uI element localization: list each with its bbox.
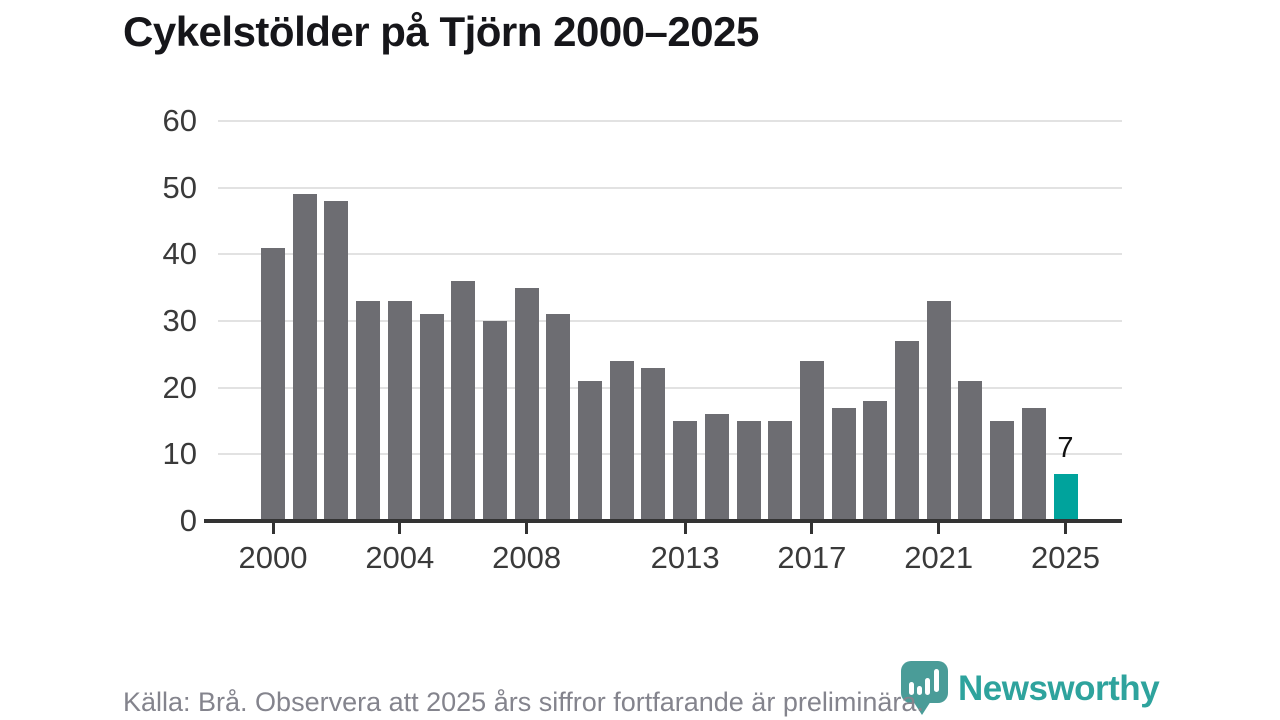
bar-2010 — [578, 381, 602, 521]
bar-2023 — [990, 421, 1015, 521]
y-gridline — [218, 386, 1122, 389]
x-axis-tick — [937, 523, 941, 534]
bar-2011 — [609, 361, 634, 521]
y-axis-tick-label: 50 — [162, 169, 197, 205]
bar-2014 — [704, 414, 729, 521]
x-axis-line — [204, 519, 1122, 523]
bar-2008 — [514, 287, 539, 521]
bar-2017 — [799, 361, 824, 521]
source-note: Källa: Brå. Observera att 2025 års siffr… — [123, 687, 924, 717]
y-axis-tick-label: 40 — [162, 236, 197, 272]
logo-chart-bar — [934, 669, 939, 692]
highlight-value-label: 7 — [1057, 432, 1074, 465]
x-axis-tick-label: 2008 — [492, 540, 562, 575]
bar-2012 — [641, 367, 666, 521]
bar-2003 — [356, 301, 381, 521]
bar-2013 — [673, 421, 698, 521]
y-axis-tick-label: 20 — [162, 369, 197, 405]
logo-chart-bar — [925, 678, 930, 695]
x-axis-tick-label: 2004 — [365, 540, 435, 575]
y-axis-tick-label: 0 — [179, 503, 197, 538]
bar-2024 — [1021, 407, 1046, 521]
bar-2004 — [387, 301, 412, 521]
logo-bubble-tail — [913, 701, 931, 715]
bar-2009 — [546, 314, 571, 521]
x-axis-tick — [810, 523, 814, 534]
y-gridline — [218, 120, 1122, 122]
chart-title: Cykelstölder på Tjörn 2000–2025 — [123, 8, 759, 55]
y-gridline — [218, 320, 1122, 322]
bar-2022 — [958, 381, 983, 521]
logo-chart-bar — [917, 686, 922, 695]
bar-2001 — [292, 194, 317, 521]
x-axis-tick-label: 2025 — [1031, 540, 1100, 575]
bar-2006 — [451, 281, 476, 521]
y-axis-tick-label: 10 — [162, 436, 197, 472]
bar-2002 — [324, 201, 349, 521]
x-axis-tick-label: 2021 — [904, 540, 974, 575]
x-axis-tick-label: 2017 — [777, 540, 847, 575]
bar-2015 — [736, 421, 761, 521]
y-gridline — [218, 253, 1122, 256]
x-axis-tick-label: 2013 — [650, 540, 720, 575]
y-gridline — [218, 453, 1122, 456]
bar-2005 — [419, 314, 444, 521]
bar-2007 — [482, 321, 507, 521]
bar-2018 — [831, 407, 856, 521]
x-axis-tick — [683, 523, 687, 534]
y-gridline — [218, 186, 1122, 189]
logo-wordmark: Newsworthy — [958, 669, 1160, 708]
bar-2016 — [768, 421, 793, 521]
bar-2000 — [261, 247, 285, 521]
bar-2020 — [895, 341, 919, 521]
x-axis-tick-label: 2000 — [238, 540, 308, 575]
newsworthy-logo: Newsworthy — [901, 661, 1160, 717]
logo-chart-bar — [909, 682, 914, 695]
x-axis-tick — [1064, 523, 1067, 534]
y-axis-tick-label: 60 — [162, 103, 197, 138]
bar-2021 — [926, 301, 951, 521]
newsworthy-bubble-chart-icon — [901, 661, 948, 715]
y-axis-tick-label: 30 — [162, 303, 197, 338]
x-axis-tick — [271, 523, 275, 534]
bar-2025 — [1053, 474, 1078, 521]
x-axis-tick — [398, 523, 402, 534]
bar-2019 — [863, 401, 888, 521]
x-axis-tick — [525, 523, 529, 534]
